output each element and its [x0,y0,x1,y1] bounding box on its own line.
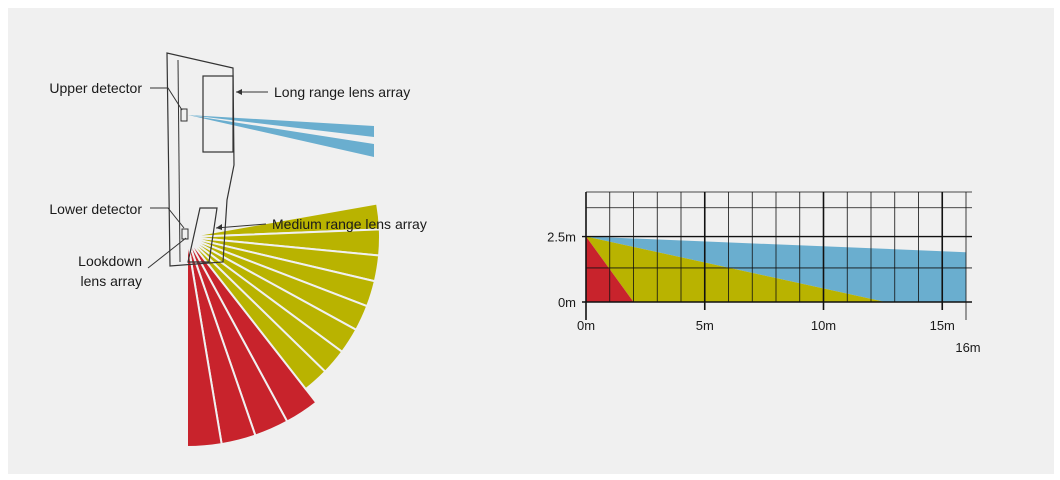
x-tick-label: 10m [811,318,836,333]
long-range-beam-upper [188,115,374,137]
medium-range-leader [215,223,267,229]
y-tick-label: 0m [558,295,576,310]
detector-side-view: Upper detector Long range lens array Low… [49,52,427,449]
x-tick-label: 5m [696,318,714,333]
medium-range-zone-segment [188,238,327,391]
upper-detector-sensor [180,108,188,122]
lower-detector-sensor [181,228,189,240]
medium-range-arrowhead [216,224,222,230]
chart-grid [582,191,972,320]
lookdown-leader [147,237,187,269]
long-range-lens-array-label: Long range lens array [274,84,410,100]
medium-range-coverage-zone [188,202,381,391]
medium-range-lens-array-label: Medium range lens array [272,216,427,232]
long-range-beam-lower [188,115,374,157]
medium-range-lens-array [187,207,218,263]
housing-inner-edge [177,59,181,263]
y-tick-label: 2.5m [547,230,576,245]
upper-detector-leader [150,87,183,111]
x-tick-label: 0m [577,318,595,333]
lookdown-zone-segment [186,239,223,449]
x-tick-label: 15m [930,318,955,333]
x-end-label: 16m [955,340,980,355]
lower-detector-label: Lower detector [49,201,142,217]
lower-detector-leader [150,207,185,229]
lookdown-label-line2: lens array [81,273,142,289]
coverage-area-1 [586,236,886,302]
detector-housing [166,52,235,267]
long-range-arrowhead [236,89,242,95]
upper-detector-label: Upper detector [49,80,142,96]
lookdown-coverage-zone [186,238,318,449]
long-range-lens-array [202,75,234,153]
lookdown-label-line1: Lookdown [78,253,142,269]
